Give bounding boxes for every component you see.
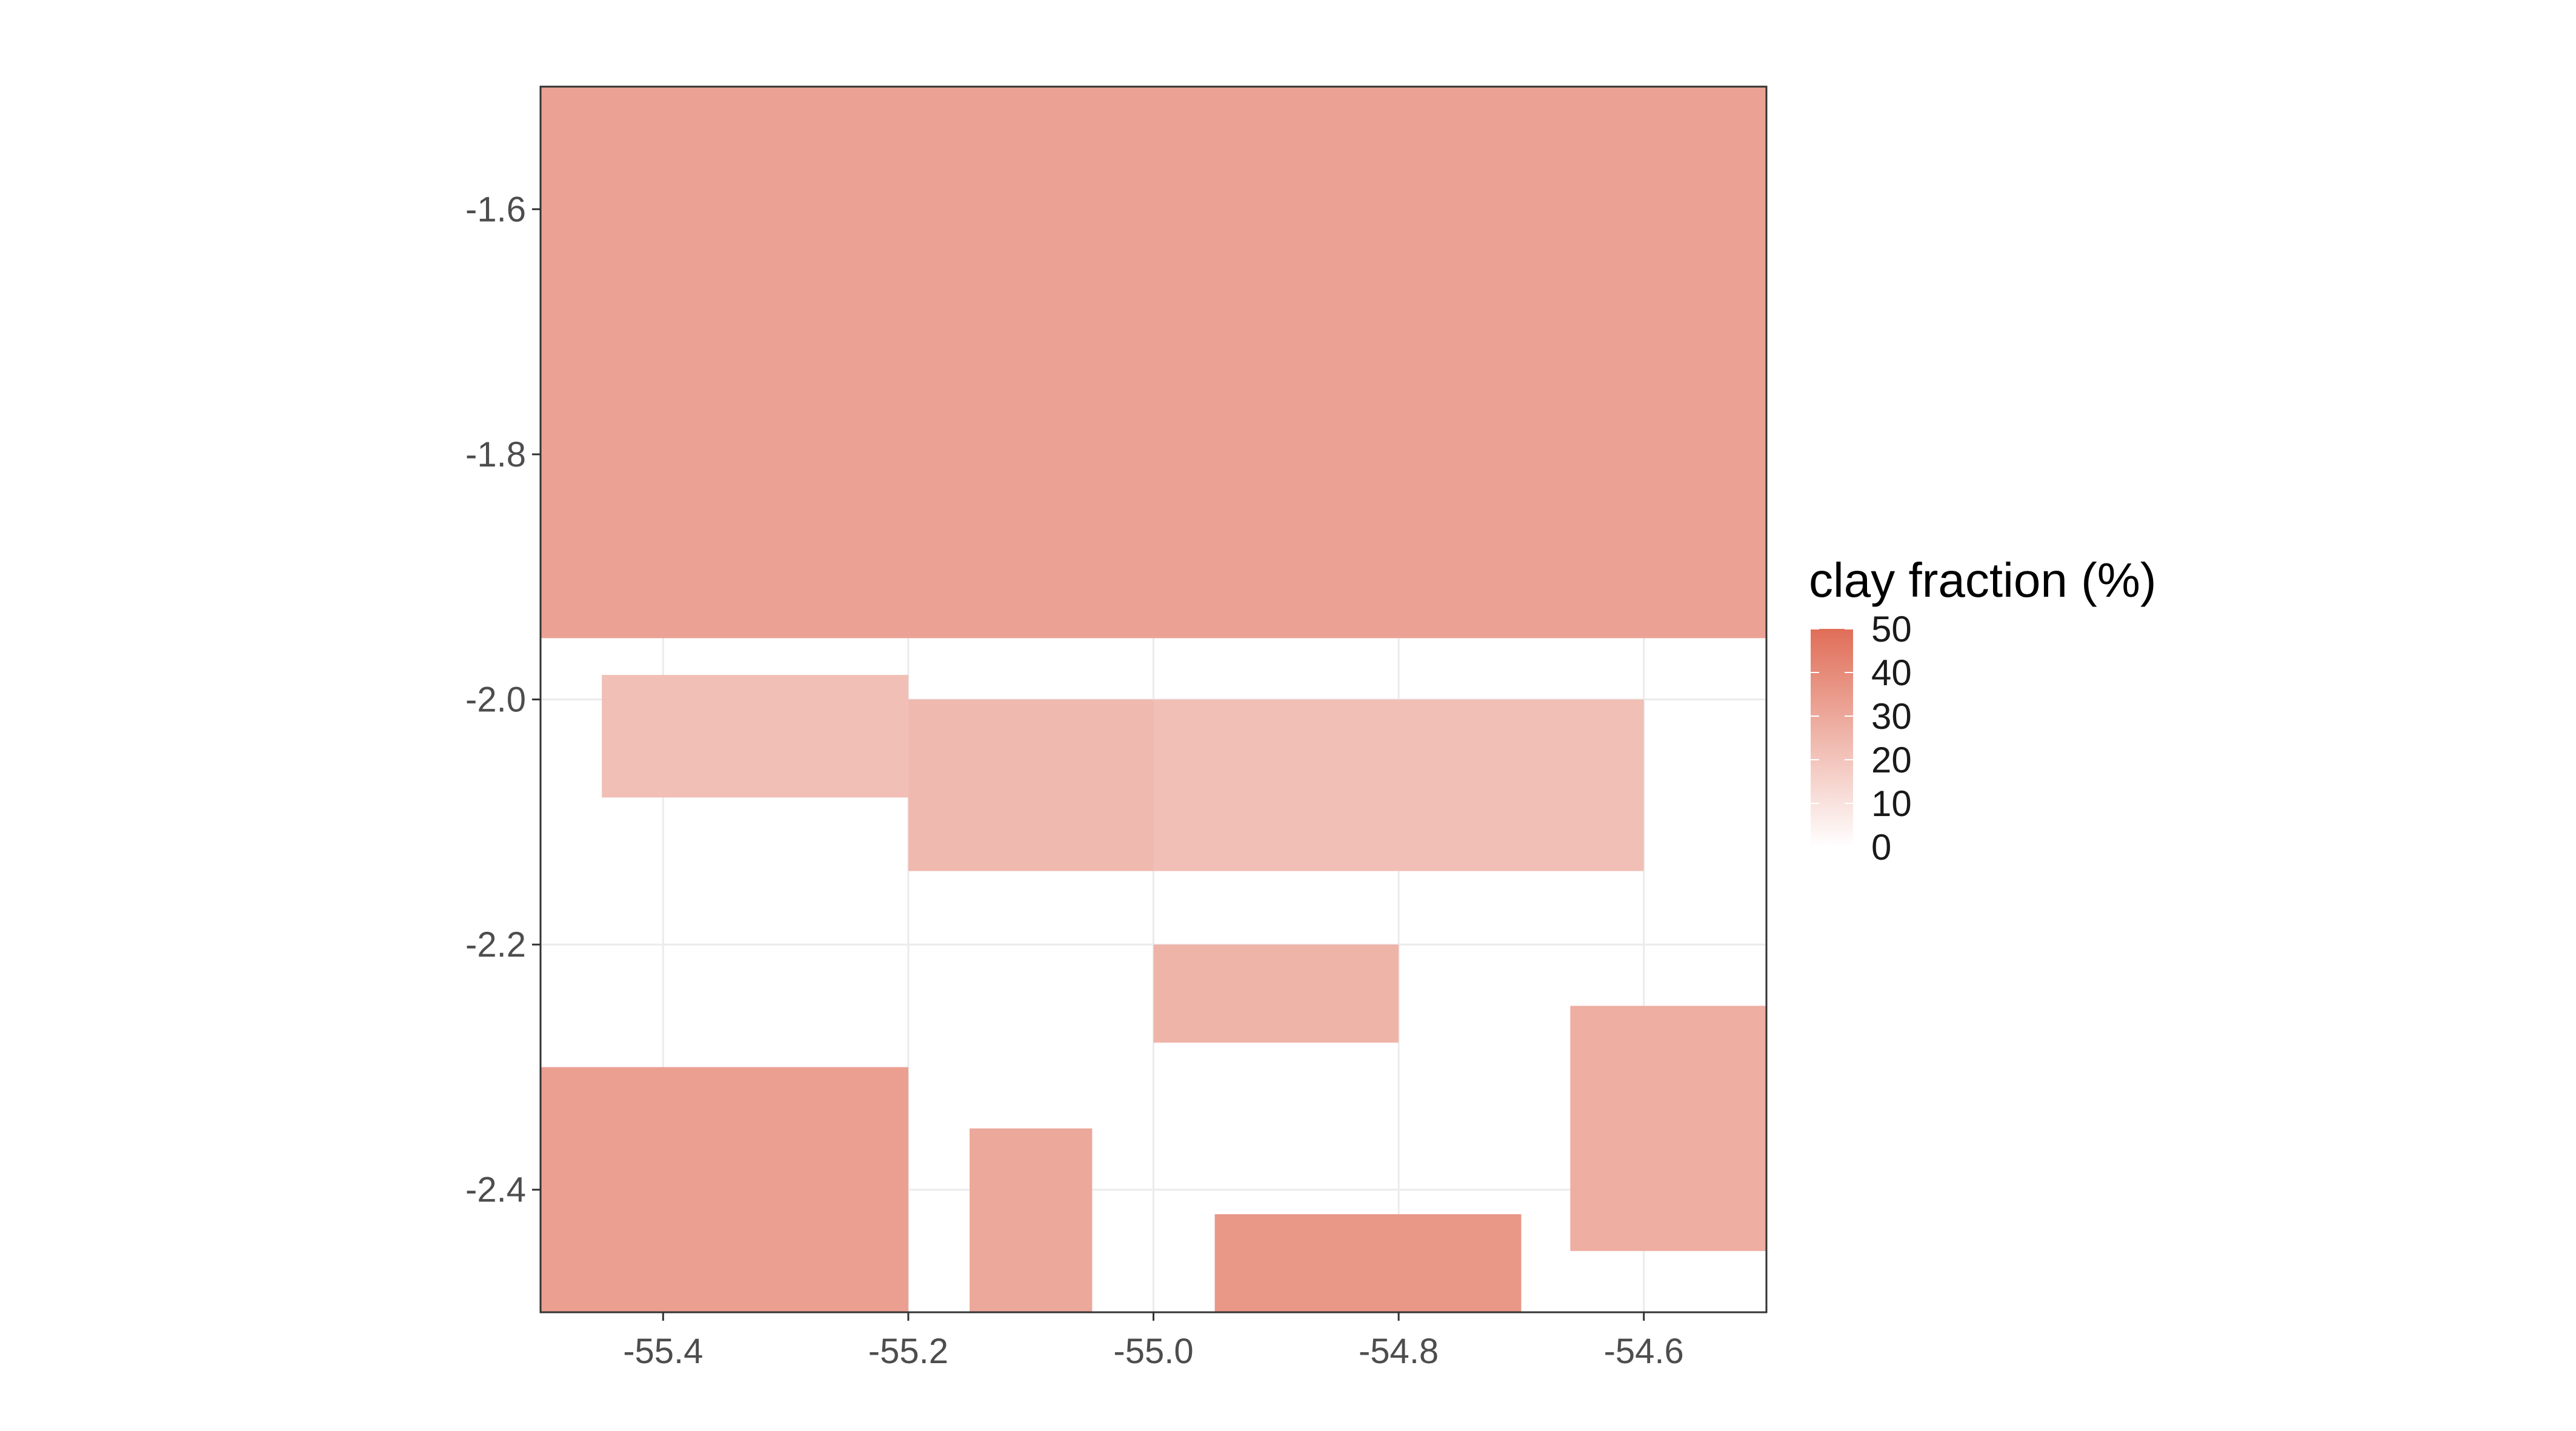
plot-panel bbox=[539, 85, 1768, 1313]
x-tick-label-1: -55.2 bbox=[868, 1332, 948, 1371]
y-tick-label-4: -2.4 bbox=[465, 1170, 526, 1210]
y-tick-label-3: -2.2 bbox=[465, 925, 526, 965]
y-tick-label-0: -1.6 bbox=[465, 190, 526, 229]
x-tick-label-4: -54.6 bbox=[1604, 1332, 1684, 1371]
legend-colorbar bbox=[1811, 629, 1853, 847]
heatmap-region-7 bbox=[1153, 945, 1399, 1043]
legend-label-4: 10 bbox=[1871, 783, 1912, 824]
legend-label-0: 50 bbox=[1871, 609, 1912, 649]
heatmap-region-5 bbox=[908, 699, 1154, 871]
legend-label-5: 0 bbox=[1871, 827, 1891, 868]
y-tick-label-2: -2.0 bbox=[465, 680, 526, 720]
x-tick-label-0: -55.4 bbox=[623, 1332, 703, 1371]
y-axis: -1.6 -1.8 -2.0 -2.2 -2.4 bbox=[465, 190, 541, 1210]
x-tick-label-2: -55.0 bbox=[1113, 1332, 1193, 1371]
heatmap-region-4 bbox=[602, 675, 908, 798]
heatmap-cells bbox=[541, 87, 1766, 1312]
y-tick-label-1: -1.8 bbox=[465, 435, 526, 474]
heatmap-region-0 bbox=[541, 87, 1766, 639]
heatmap-region-2 bbox=[970, 1128, 1093, 1312]
heatmap-region-6 bbox=[1153, 699, 1644, 871]
legend-label-1: 40 bbox=[1871, 652, 1912, 693]
legend-label-3: 20 bbox=[1871, 740, 1912, 780]
heatmap-region-8 bbox=[1570, 1006, 1766, 1251]
x-axis: -55.4 -55.2 -55.0 -54.8 -54.6 bbox=[623, 1312, 1684, 1371]
x-tick-label-3: -54.8 bbox=[1359, 1332, 1439, 1371]
legend-title: clay fraction (%) bbox=[1809, 553, 2156, 607]
legend-label-2: 30 bbox=[1871, 696, 1912, 737]
heatmap-region-3 bbox=[1214, 1214, 1522, 1312]
heatmap-region-1 bbox=[541, 1067, 908, 1312]
